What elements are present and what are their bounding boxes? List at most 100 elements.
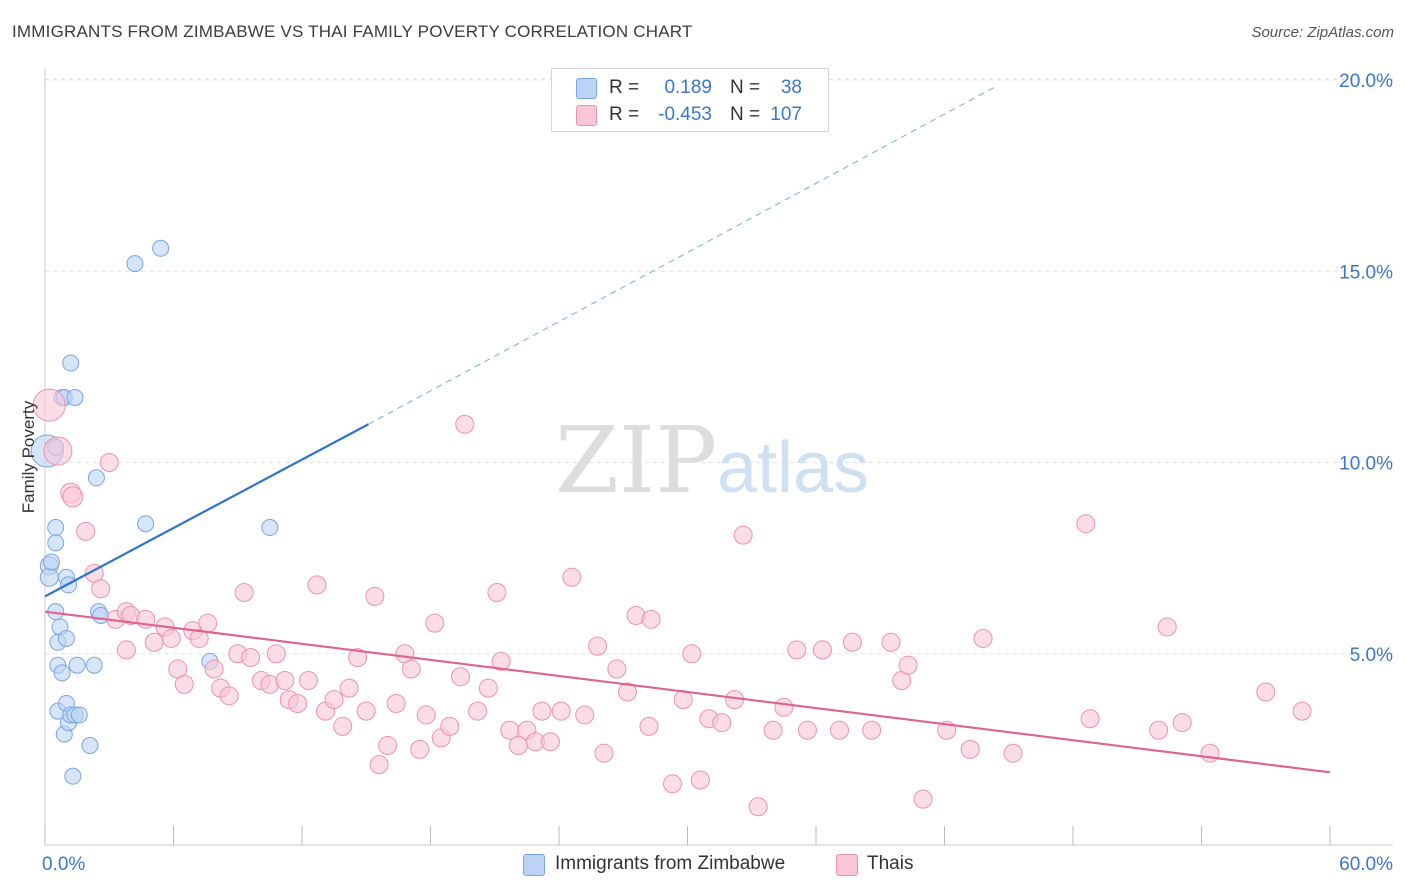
x-tick-label: 60.0%	[1339, 854, 1393, 875]
thai-point	[575, 705, 595, 725]
zimbabwe-point	[53, 664, 71, 682]
thai-point	[198, 613, 218, 633]
thai-point	[189, 628, 209, 648]
thai-point	[144, 632, 164, 652]
thai-point	[898, 655, 918, 675]
thai-point	[348, 648, 368, 668]
thai-point	[369, 755, 389, 775]
thai-point	[234, 583, 254, 603]
zimbabwe-point	[87, 469, 105, 487]
zimbabwe-point	[68, 656, 86, 674]
thai-point	[468, 701, 488, 721]
watermark-zip: ZIP	[555, 407, 717, 514]
legend-swatch-zimbabwe	[576, 78, 597, 99]
thai-point	[91, 579, 111, 599]
thai-point	[378, 736, 398, 756]
zimbabwe-point	[62, 354, 80, 372]
thai-point	[266, 644, 286, 664]
thai-point	[1157, 617, 1177, 637]
zimbabwe-point	[81, 737, 99, 755]
thai-point	[386, 693, 406, 713]
trend-lines	[44, 87, 1331, 774]
zimbabwe-point	[70, 706, 88, 724]
thai-point	[562, 567, 582, 587]
thai-point	[787, 640, 807, 660]
thai-point	[487, 583, 507, 603]
thai-trend-line	[44, 610, 1331, 774]
thai-point	[842, 632, 862, 652]
legend-label-zimbabwe: Immigrants from Zimbabwe	[555, 853, 786, 874]
thai-point	[1256, 682, 1276, 702]
thai-point	[76, 521, 96, 541]
thai-point	[607, 659, 627, 679]
thai-point	[774, 697, 794, 717]
thai-point	[913, 789, 933, 809]
zimbabwe-point	[64, 767, 82, 785]
thai-point	[416, 705, 436, 725]
thai-point	[324, 690, 344, 710]
thai-point	[365, 586, 385, 606]
thai-point	[690, 770, 710, 790]
thai-point	[204, 659, 224, 679]
thai-point	[298, 671, 318, 691]
zimbabwe-point	[126, 255, 144, 273]
correlation-legend: R = 0.189 N = 38 R = -0.453 N = 107	[551, 68, 829, 132]
thai-point	[333, 716, 353, 736]
zimbabwe-point	[85, 656, 103, 674]
thai-point	[733, 525, 753, 545]
thai-point	[1172, 713, 1192, 733]
thai-point	[288, 693, 308, 713]
zimbabwe-point	[42, 553, 60, 571]
legend-n-value: 38	[780, 77, 802, 98]
y-tick-label: 15.0%	[1339, 262, 1393, 283]
thai-point	[639, 716, 659, 736]
legend-label-thais: Thais	[867, 853, 914, 874]
thai-point	[1200, 743, 1220, 763]
y-tick-label: 20.0%	[1339, 71, 1393, 92]
thai-point	[339, 678, 359, 698]
thai-point	[478, 678, 498, 698]
watermark-atlas: atlas	[717, 428, 869, 508]
thai-point	[307, 575, 327, 595]
watermark: ZIP atlas	[555, 407, 869, 514]
thai-point	[401, 659, 421, 679]
zimbabwe-point	[261, 519, 279, 537]
thai-point	[1080, 709, 1100, 729]
source-credit: Source: ZipAtlas.com	[1251, 24, 1394, 41]
thai-point	[641, 609, 661, 629]
thai-point	[682, 644, 702, 664]
legend-n-label: N =	[730, 77, 761, 98]
legend-r-value: 0.189	[664, 77, 712, 98]
legend-row-zimbabwe: R = 0.189 N = 38	[552, 74, 828, 100]
zimbabwe-point	[137, 515, 155, 533]
legend-r-label: R =	[609, 104, 640, 125]
thai-point	[241, 648, 261, 668]
y-tick-label: 10.0%	[1339, 454, 1393, 475]
zimbabwe-point	[152, 239, 170, 257]
thai-point	[425, 613, 445, 633]
zimbabwe-point	[66, 388, 84, 406]
thai-point	[830, 720, 850, 740]
thai-point	[275, 671, 295, 691]
thai-point	[588, 636, 608, 656]
zimbabwe-trend-line	[44, 423, 369, 598]
thai-point	[450, 667, 470, 687]
legend-swatch-thais	[576, 105, 597, 126]
zimbabwe-point	[92, 607, 110, 624]
thai-point	[618, 682, 638, 702]
thai-point	[219, 686, 239, 706]
thai-point	[540, 732, 560, 752]
thai-point	[62, 486, 84, 508]
series-legend: Immigrants from Zimbabwe Thais	[0, 852, 1406, 878]
thai-point	[161, 628, 181, 648]
thai-point	[1076, 514, 1096, 534]
legend-row-thais: R = -0.453 N = 107	[552, 101, 828, 127]
thai-point	[797, 720, 817, 740]
legend-n-label: N =	[730, 104, 761, 125]
thai-point	[763, 720, 783, 740]
data-points	[30, 239, 1312, 817]
thai-point	[1149, 720, 1169, 740]
thai-point	[862, 720, 882, 740]
thai-point	[32, 388, 66, 422]
